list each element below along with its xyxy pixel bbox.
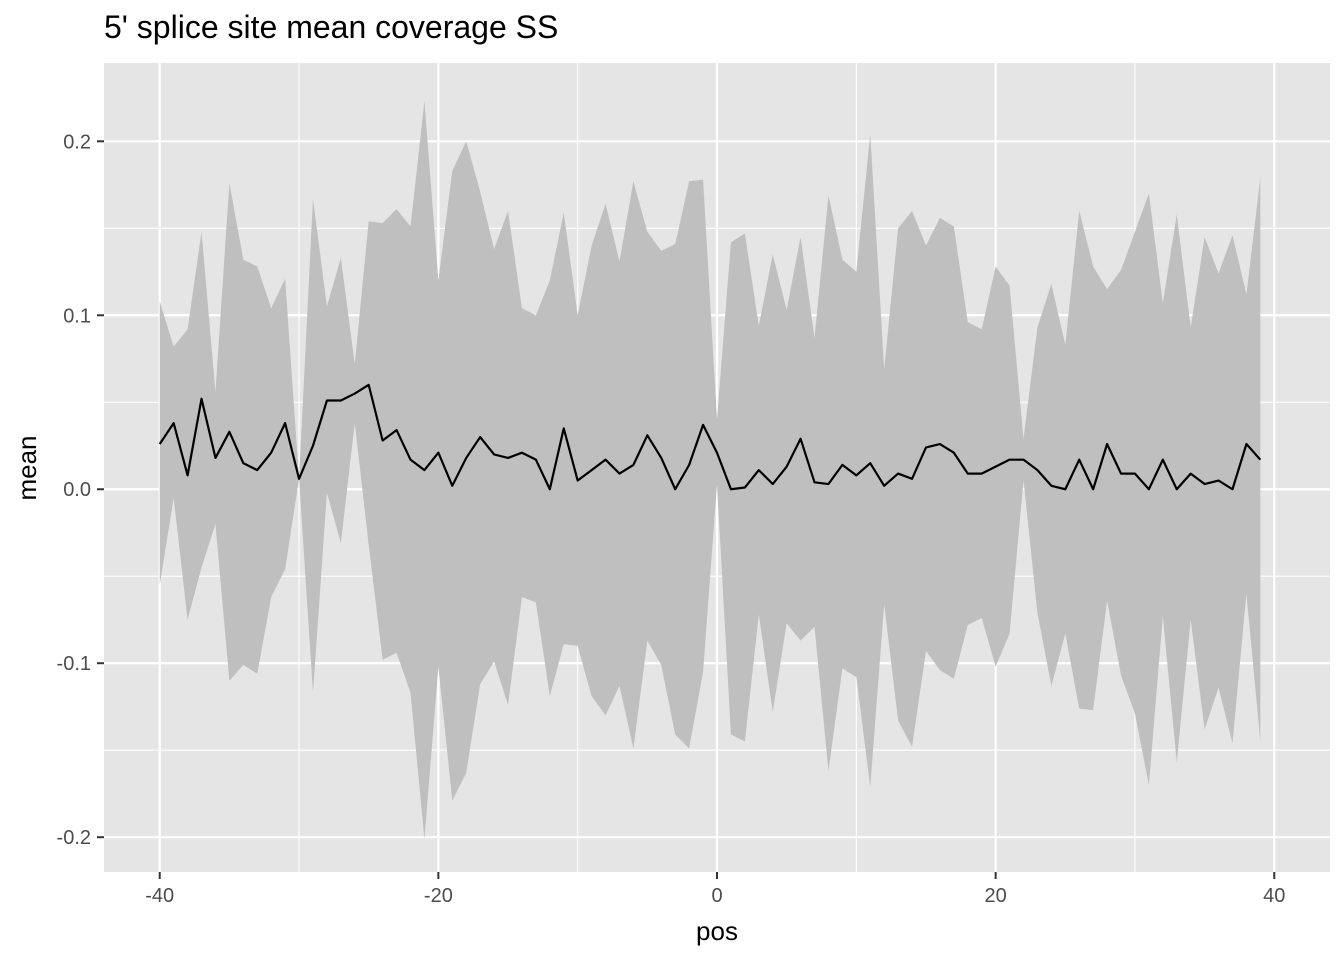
x-tick-label: 40 bbox=[1263, 885, 1285, 907]
x-axis-title: pos bbox=[696, 916, 738, 946]
y-axis: -0.2 -0.1 0.0 0.1 0.2 bbox=[57, 131, 104, 849]
y-tick-label: -0.2 bbox=[57, 827, 91, 849]
x-tick-label: -40 bbox=[145, 885, 174, 907]
confidence-ribbon bbox=[159, 101, 1261, 839]
chart-title: 5' splice site mean coverage SS bbox=[104, 9, 558, 45]
mean-line bbox=[158, 383, 1262, 491]
y-axis-title: mean bbox=[12, 435, 42, 500]
x-tick-label: 20 bbox=[985, 885, 1007, 907]
x-axis: -40 -20 0 20 40 bbox=[145, 872, 1285, 907]
x-tick-label: 0 bbox=[711, 885, 722, 907]
y-tick-label: -0.1 bbox=[57, 653, 91, 675]
y-tick-label: 0.0 bbox=[63, 479, 91, 501]
y-tick-label: 0.1 bbox=[63, 305, 91, 327]
y-tick-label: 0.2 bbox=[63, 131, 91, 153]
x-tick-label: -20 bbox=[424, 885, 453, 907]
